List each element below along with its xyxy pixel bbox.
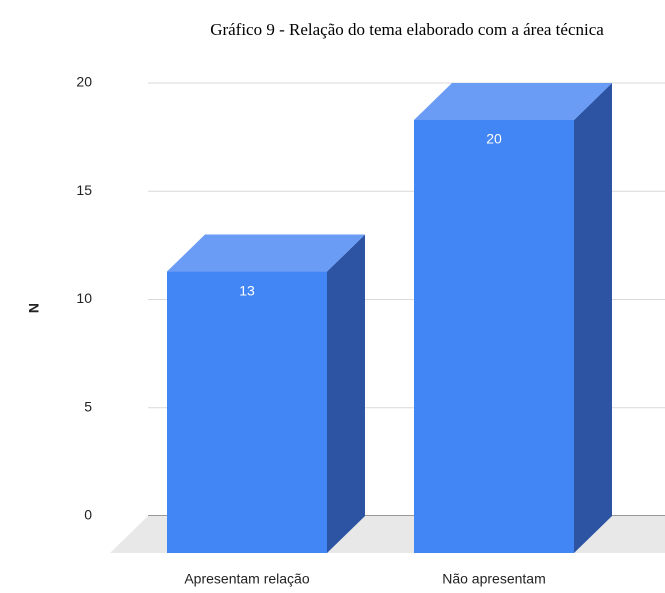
chart-title: Gráfico 9 - Relação do tema elaborado co… [210, 20, 604, 39]
bar-top [414, 83, 612, 120]
bar-side [327, 234, 365, 554]
y-tick-label: 0 [84, 507, 92, 523]
x-tick-label: Apresentam relação [184, 571, 310, 587]
data-label: 20 [486, 131, 502, 147]
y-tick-label: 20 [76, 74, 92, 90]
y-tick-label: 5 [84, 398, 92, 414]
y-tick-label: 15 [76, 182, 92, 198]
y-axis-label: N [26, 303, 42, 313]
bar-side [574, 83, 612, 553]
y-tick-label: 10 [76, 290, 92, 306]
bar-top [167, 234, 365, 272]
bar [414, 120, 574, 553]
x-tick-label: Não apresentam [442, 571, 546, 587]
data-label: 13 [239, 282, 255, 298]
bar [167, 271, 327, 553]
